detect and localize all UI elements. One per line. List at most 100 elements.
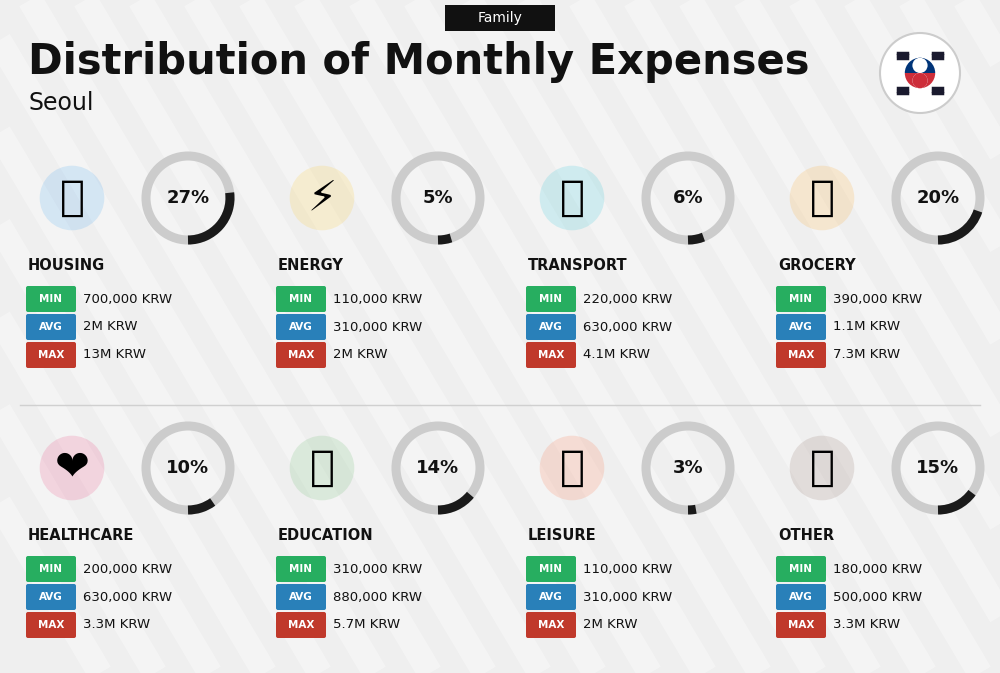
Text: 20%: 20% bbox=[916, 189, 960, 207]
FancyBboxPatch shape bbox=[776, 584, 826, 610]
FancyBboxPatch shape bbox=[776, 342, 826, 368]
FancyBboxPatch shape bbox=[776, 286, 826, 312]
Text: MIN: MIN bbox=[790, 294, 812, 304]
FancyBboxPatch shape bbox=[526, 556, 576, 582]
Wedge shape bbox=[905, 58, 935, 73]
Text: 3%: 3% bbox=[673, 459, 703, 477]
FancyBboxPatch shape bbox=[776, 556, 826, 582]
Text: MIN: MIN bbox=[290, 564, 312, 574]
Text: 🏢: 🏢 bbox=[60, 177, 84, 219]
Text: 🚌: 🚌 bbox=[560, 177, 584, 219]
Text: 390,000 KRW: 390,000 KRW bbox=[833, 293, 922, 306]
Text: EDUCATION: EDUCATION bbox=[278, 528, 374, 542]
FancyBboxPatch shape bbox=[526, 286, 576, 312]
FancyBboxPatch shape bbox=[26, 584, 76, 610]
Text: 3.3M KRW: 3.3M KRW bbox=[83, 618, 150, 631]
Text: MAX: MAX bbox=[38, 620, 64, 630]
Text: AVG: AVG bbox=[789, 322, 813, 332]
FancyBboxPatch shape bbox=[26, 286, 76, 312]
FancyBboxPatch shape bbox=[526, 314, 576, 340]
Text: 4.1M KRW: 4.1M KRW bbox=[583, 349, 650, 361]
Text: Distribution of Monthly Expenses: Distribution of Monthly Expenses bbox=[28, 41, 810, 83]
Text: 310,000 KRW: 310,000 KRW bbox=[333, 320, 422, 334]
Text: 🎓: 🎓 bbox=[310, 447, 334, 489]
Text: 500,000 KRW: 500,000 KRW bbox=[833, 590, 922, 604]
Text: 10%: 10% bbox=[166, 459, 210, 477]
Text: 💰: 💰 bbox=[810, 447, 834, 489]
FancyBboxPatch shape bbox=[276, 342, 326, 368]
Text: MIN: MIN bbox=[540, 564, 562, 574]
Text: 2M KRW: 2M KRW bbox=[583, 618, 638, 631]
Text: ENERGY: ENERGY bbox=[278, 258, 344, 273]
Circle shape bbox=[912, 58, 928, 73]
Text: 630,000 KRW: 630,000 KRW bbox=[583, 320, 672, 334]
Text: MAX: MAX bbox=[538, 350, 564, 360]
Text: 2M KRW: 2M KRW bbox=[333, 349, 388, 361]
FancyBboxPatch shape bbox=[26, 314, 76, 340]
Text: 220,000 KRW: 220,000 KRW bbox=[583, 293, 672, 306]
Circle shape bbox=[290, 166, 354, 230]
FancyBboxPatch shape bbox=[526, 612, 576, 638]
FancyBboxPatch shape bbox=[26, 556, 76, 582]
Text: MAX: MAX bbox=[538, 620, 564, 630]
Text: Family: Family bbox=[478, 11, 522, 25]
Text: AVG: AVG bbox=[289, 322, 313, 332]
Text: ⚡: ⚡ bbox=[307, 177, 337, 219]
Circle shape bbox=[790, 435, 854, 500]
FancyBboxPatch shape bbox=[276, 314, 326, 340]
Text: 110,000 KRW: 110,000 KRW bbox=[333, 293, 422, 306]
FancyBboxPatch shape bbox=[276, 612, 326, 638]
Text: 700,000 KRW: 700,000 KRW bbox=[83, 293, 172, 306]
Text: 5%: 5% bbox=[423, 189, 453, 207]
Text: LEISURE: LEISURE bbox=[528, 528, 597, 542]
Text: ❤️: ❤️ bbox=[55, 447, 89, 489]
Text: 🛍️: 🛍️ bbox=[560, 447, 584, 489]
Text: 200,000 KRW: 200,000 KRW bbox=[83, 563, 172, 575]
Circle shape bbox=[912, 73, 928, 88]
Circle shape bbox=[912, 58, 928, 73]
Text: 310,000 KRW: 310,000 KRW bbox=[333, 563, 422, 575]
Circle shape bbox=[540, 435, 604, 500]
Text: 310,000 KRW: 310,000 KRW bbox=[583, 590, 672, 604]
Text: MIN: MIN bbox=[40, 294, 62, 304]
FancyBboxPatch shape bbox=[276, 584, 326, 610]
Text: 3.3M KRW: 3.3M KRW bbox=[833, 618, 900, 631]
Text: OTHER: OTHER bbox=[778, 528, 834, 542]
Circle shape bbox=[880, 33, 960, 113]
Circle shape bbox=[40, 166, 104, 230]
Circle shape bbox=[540, 166, 604, 230]
Text: 630,000 KRW: 630,000 KRW bbox=[83, 590, 172, 604]
Text: MAX: MAX bbox=[38, 350, 64, 360]
FancyBboxPatch shape bbox=[526, 342, 576, 368]
Text: MAX: MAX bbox=[288, 350, 314, 360]
Text: 15%: 15% bbox=[916, 459, 960, 477]
Text: AVG: AVG bbox=[39, 322, 63, 332]
FancyBboxPatch shape bbox=[276, 286, 326, 312]
FancyBboxPatch shape bbox=[526, 584, 576, 610]
Text: 2M KRW: 2M KRW bbox=[83, 320, 138, 334]
Text: MIN: MIN bbox=[540, 294, 562, 304]
Text: MAX: MAX bbox=[288, 620, 314, 630]
Text: AVG: AVG bbox=[789, 592, 813, 602]
Wedge shape bbox=[905, 73, 935, 88]
Text: MIN: MIN bbox=[40, 564, 62, 574]
FancyBboxPatch shape bbox=[776, 314, 826, 340]
Text: 880,000 KRW: 880,000 KRW bbox=[333, 590, 422, 604]
Text: 1.1M KRW: 1.1M KRW bbox=[833, 320, 900, 334]
FancyBboxPatch shape bbox=[276, 556, 326, 582]
Text: AVG: AVG bbox=[39, 592, 63, 602]
Text: GROCERY: GROCERY bbox=[778, 258, 856, 273]
Text: 5.7M KRW: 5.7M KRW bbox=[333, 618, 400, 631]
FancyBboxPatch shape bbox=[776, 612, 826, 638]
Text: 7.3M KRW: 7.3M KRW bbox=[833, 349, 900, 361]
Text: 110,000 KRW: 110,000 KRW bbox=[583, 563, 672, 575]
Text: MAX: MAX bbox=[788, 620, 814, 630]
Circle shape bbox=[790, 166, 854, 230]
Text: MIN: MIN bbox=[790, 564, 812, 574]
Text: AVG: AVG bbox=[539, 322, 563, 332]
Text: HOUSING: HOUSING bbox=[28, 258, 105, 273]
Text: TRANSPORT: TRANSPORT bbox=[528, 258, 628, 273]
Text: 13M KRW: 13M KRW bbox=[83, 349, 146, 361]
FancyBboxPatch shape bbox=[26, 612, 76, 638]
Text: 180,000 KRW: 180,000 KRW bbox=[833, 563, 922, 575]
